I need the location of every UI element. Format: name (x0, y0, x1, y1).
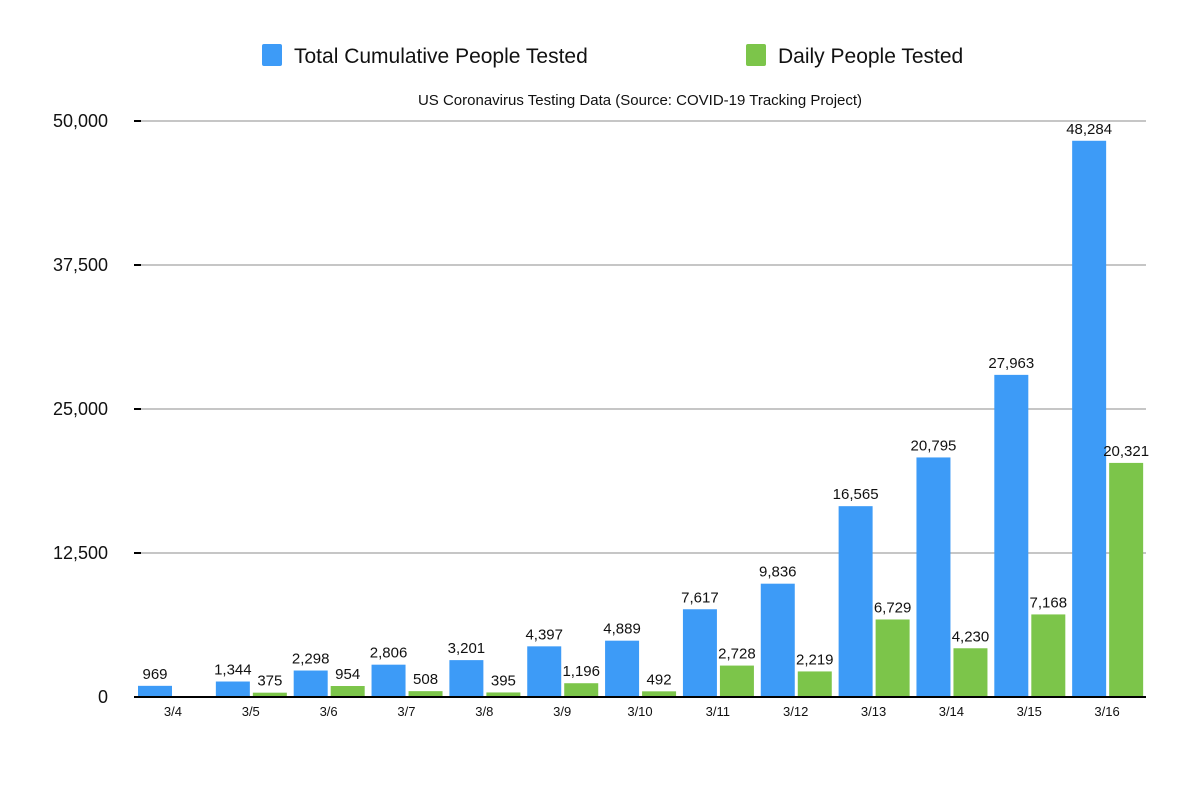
y-tick-label: 0 (98, 687, 108, 707)
x-tick-label: 3/11 (706, 704, 730, 719)
bar-total (682, 609, 717, 697)
bar-daily (797, 671, 832, 697)
x-tick-label: 3/7 (397, 704, 415, 719)
x-tick-label: 3/8 (475, 704, 493, 719)
data-label: 1,196 (562, 663, 600, 680)
bar-daily (642, 691, 677, 697)
bar-total (449, 660, 484, 697)
bar-total (371, 664, 406, 697)
bar-daily (486, 692, 521, 697)
x-tick-label: 3/16 (1094, 704, 1119, 719)
x-tick-label: 3/12 (783, 704, 808, 719)
data-label: 3,201 (448, 640, 486, 657)
legend: Total Cumulative People Tested Daily Peo… (262, 44, 963, 68)
bar-daily (252, 692, 287, 697)
bar-daily (1109, 462, 1144, 697)
y-axis: 0 12,500 25,000 37,500 50,000 (53, 111, 141, 707)
x-tick-label: 3/4 (164, 704, 182, 719)
bar-total (760, 583, 795, 697)
x-tick-label: 3/15 (1017, 704, 1042, 719)
bar-total (293, 670, 328, 697)
data-label: 2,298 (292, 651, 330, 668)
bar-total (838, 506, 873, 697)
data-label: 20,795 (911, 437, 957, 454)
x-tick-label: 3/9 (553, 704, 571, 719)
x-tick-label: 3/14 (939, 704, 964, 719)
chart-title: US Coronavirus Testing Data (Source: COV… (418, 92, 862, 109)
x-tick-label: 3/10 (627, 704, 652, 719)
data-label: 4,889 (603, 621, 641, 638)
data-label: 2,806 (370, 645, 408, 662)
legend-swatch-daily (746, 44, 766, 66)
data-label: 7,617 (681, 589, 719, 606)
data-label: 2,728 (718, 646, 756, 663)
bar-daily (875, 619, 910, 697)
bar-total (527, 646, 562, 697)
data-label: 4,397 (525, 626, 563, 643)
bar-total (605, 640, 640, 697)
legend-label-total: Total Cumulative People Tested (294, 45, 588, 68)
data-label: 27,963 (988, 355, 1034, 372)
bar-total (215, 681, 250, 697)
data-label: 375 (257, 673, 282, 690)
bar-daily (953, 648, 988, 697)
data-label: 6,729 (874, 599, 912, 616)
data-label: 395 (491, 672, 516, 689)
bar-daily (330, 686, 365, 697)
bar-total (138, 685, 172, 697)
bar-total (1072, 140, 1107, 698)
y-tick-label: 12,500 (53, 543, 108, 563)
data-label: 20,321 (1103, 443, 1149, 460)
bar-daily (719, 665, 754, 697)
bar-total (994, 374, 1029, 697)
data-label: 1,344 (214, 662, 252, 679)
data-label: 9,836 (759, 564, 797, 581)
data-label: 969 (142, 666, 167, 683)
bar-daily (408, 691, 443, 697)
gridlines (134, 120, 1146, 554)
data-label: 492 (647, 671, 672, 688)
y-tick-label: 50,000 (53, 111, 108, 131)
data-label: 4,230 (952, 628, 990, 645)
data-label: 2,219 (796, 651, 834, 668)
x-tick-label: 3/6 (320, 704, 338, 719)
x-tick-label: 3/5 (242, 704, 260, 719)
data-label: 16,565 (833, 486, 879, 503)
bar-total (916, 457, 951, 697)
data-label: 954 (335, 666, 360, 683)
x-tick-label: 3/13 (861, 704, 886, 719)
data-label: 508 (413, 671, 438, 688)
bars (138, 140, 1144, 698)
x-axis: 3/4 3/5 3/6 3/7 3/8 3/9 3/10 3/11 3/12 3/13 3/14 3/… (164, 704, 1120, 719)
bar-daily (1031, 614, 1066, 697)
data-label: 7,168 (1030, 594, 1068, 611)
bar-daily (564, 683, 599, 697)
data-label: 48,284 (1066, 121, 1112, 138)
data-labels: 969 1,344 375 2,298 954 2,806 508 3,201 395 4,397… (142, 121, 1149, 690)
y-tick-label: 25,000 (53, 399, 108, 419)
y-tick-label: 37,500 (53, 255, 108, 275)
legend-label-daily: Daily People Tested (778, 45, 963, 68)
legend-swatch-total (262, 44, 282, 66)
